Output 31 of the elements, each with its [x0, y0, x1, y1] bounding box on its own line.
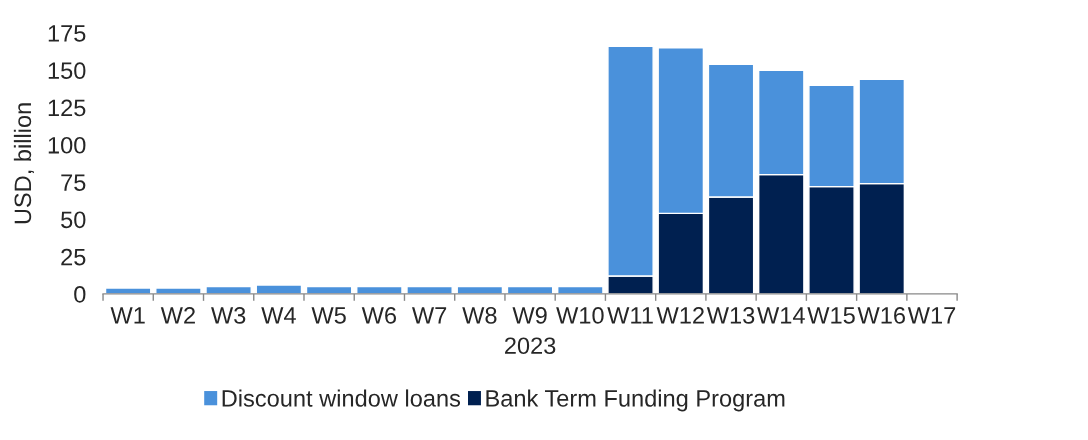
x-tick-label: W1 — [110, 307, 145, 324]
x-axis-title: 2023 — [505, 337, 556, 355]
x-tick-label: W10 — [556, 307, 604, 324]
x-tick-label: W16 — [857, 307, 905, 324]
y-tick-label: 0 — [74, 285, 86, 303]
y-tick-label: 75 — [61, 174, 86, 191]
x-tick-label: W3 — [211, 307, 246, 324]
y-tick-label: 100 — [48, 136, 86, 154]
x-tick-label: W13 — [706, 307, 755, 324]
y-tick-label: 175 — [48, 25, 86, 42]
x-tick-label: W9 — [512, 307, 547, 324]
x-tick-label: W4 — [261, 307, 296, 324]
bar — [255, 284, 303, 294]
x-tick-label: W5 — [311, 307, 346, 324]
y-tick-label: 150 — [48, 62, 86, 80]
bar — [155, 287, 202, 294]
x-tick-label: W8 — [462, 307, 497, 324]
y-axis-title: USD, billion — [13, 103, 34, 224]
y-tick-label: 125 — [48, 99, 86, 117]
legend-label: Bank Term Funding Program — [486, 389, 785, 412]
x-tick-label: W14 — [757, 307, 805, 324]
x-tick-label: W11 — [607, 307, 653, 324]
y-tick-label: 50 — [61, 211, 86, 229]
x-tick-label: W12 — [656, 307, 704, 324]
x-tick-label: W15 — [807, 307, 855, 324]
x-tick-label: W17 — [907, 307, 956, 324]
y-tick-label: 25 — [61, 248, 86, 266]
legend-label: Discount window loans — [222, 389, 461, 407]
x-tick-label: W6 — [361, 307, 397, 324]
x-tick-label: W2 — [160, 307, 195, 324]
x-tick-label: W7 — [411, 307, 447, 324]
